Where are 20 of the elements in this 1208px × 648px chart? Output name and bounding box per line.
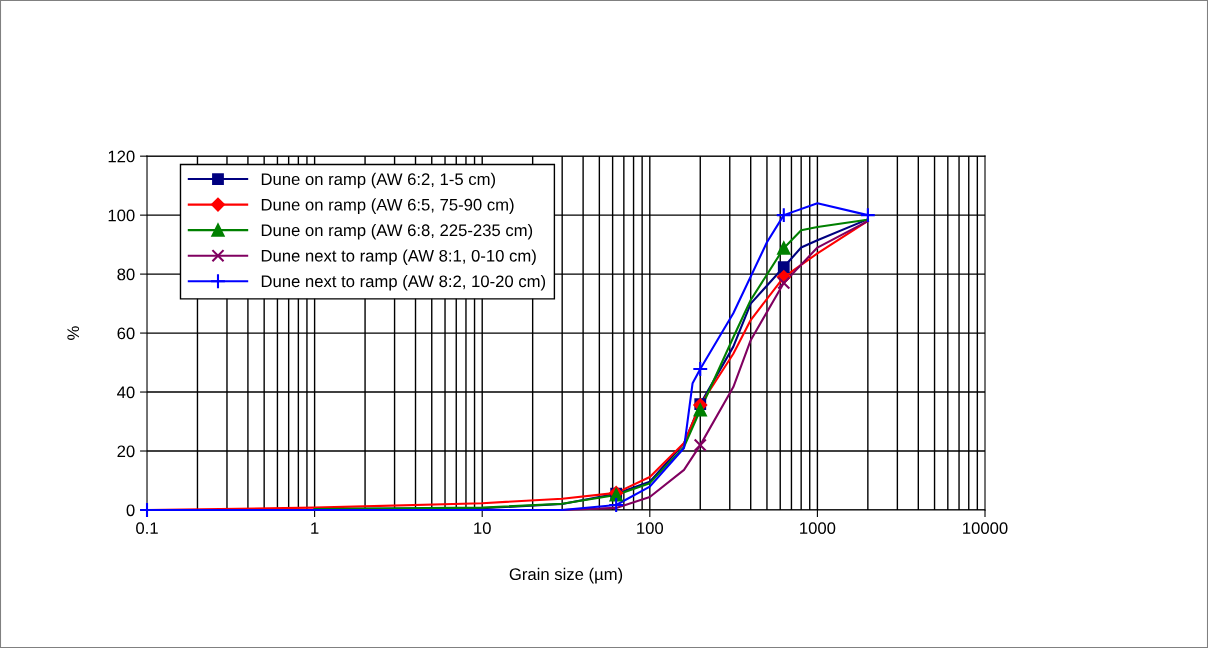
x-axis-title: Grain size (µm) (509, 567, 623, 584)
x-tick-label: 10 (474, 522, 491, 535)
x-tick-label: 10000 (963, 522, 1008, 535)
legend-label: Dune next to ramp (AW 8:1, 0-10 cm) (261, 249, 536, 265)
legend-label: Dune on ramp (AW 6:5, 75-90 cm) (261, 198, 514, 214)
x-tick-label: 1000 (800, 522, 836, 535)
legend-label: Dune on ramp (AW 6:2, 1-5 cm) (261, 172, 496, 189)
y-tick-label: 100 (108, 209, 135, 222)
y-tick-label: 60 (117, 327, 135, 340)
x-tick-label: 1 (311, 522, 319, 534)
legend-label: Dune on ramp (AW 6:8, 225-235 cm) (261, 223, 533, 240)
x-tick-label: 0.1 (136, 522, 158, 535)
y-tick-label: 80 (117, 268, 135, 281)
legend-label: Dune next to ramp (AW 8:2, 10-20 cm) (261, 274, 546, 291)
x-tick-label: 100 (637, 522, 664, 535)
y-tick-label: 40 (117, 386, 135, 399)
y-axis-title: % (67, 326, 80, 340)
y-tick-label: 120 (108, 150, 135, 163)
y-tick-label: 0 (126, 504, 135, 517)
y-tick-label: 20 (117, 445, 135, 458)
